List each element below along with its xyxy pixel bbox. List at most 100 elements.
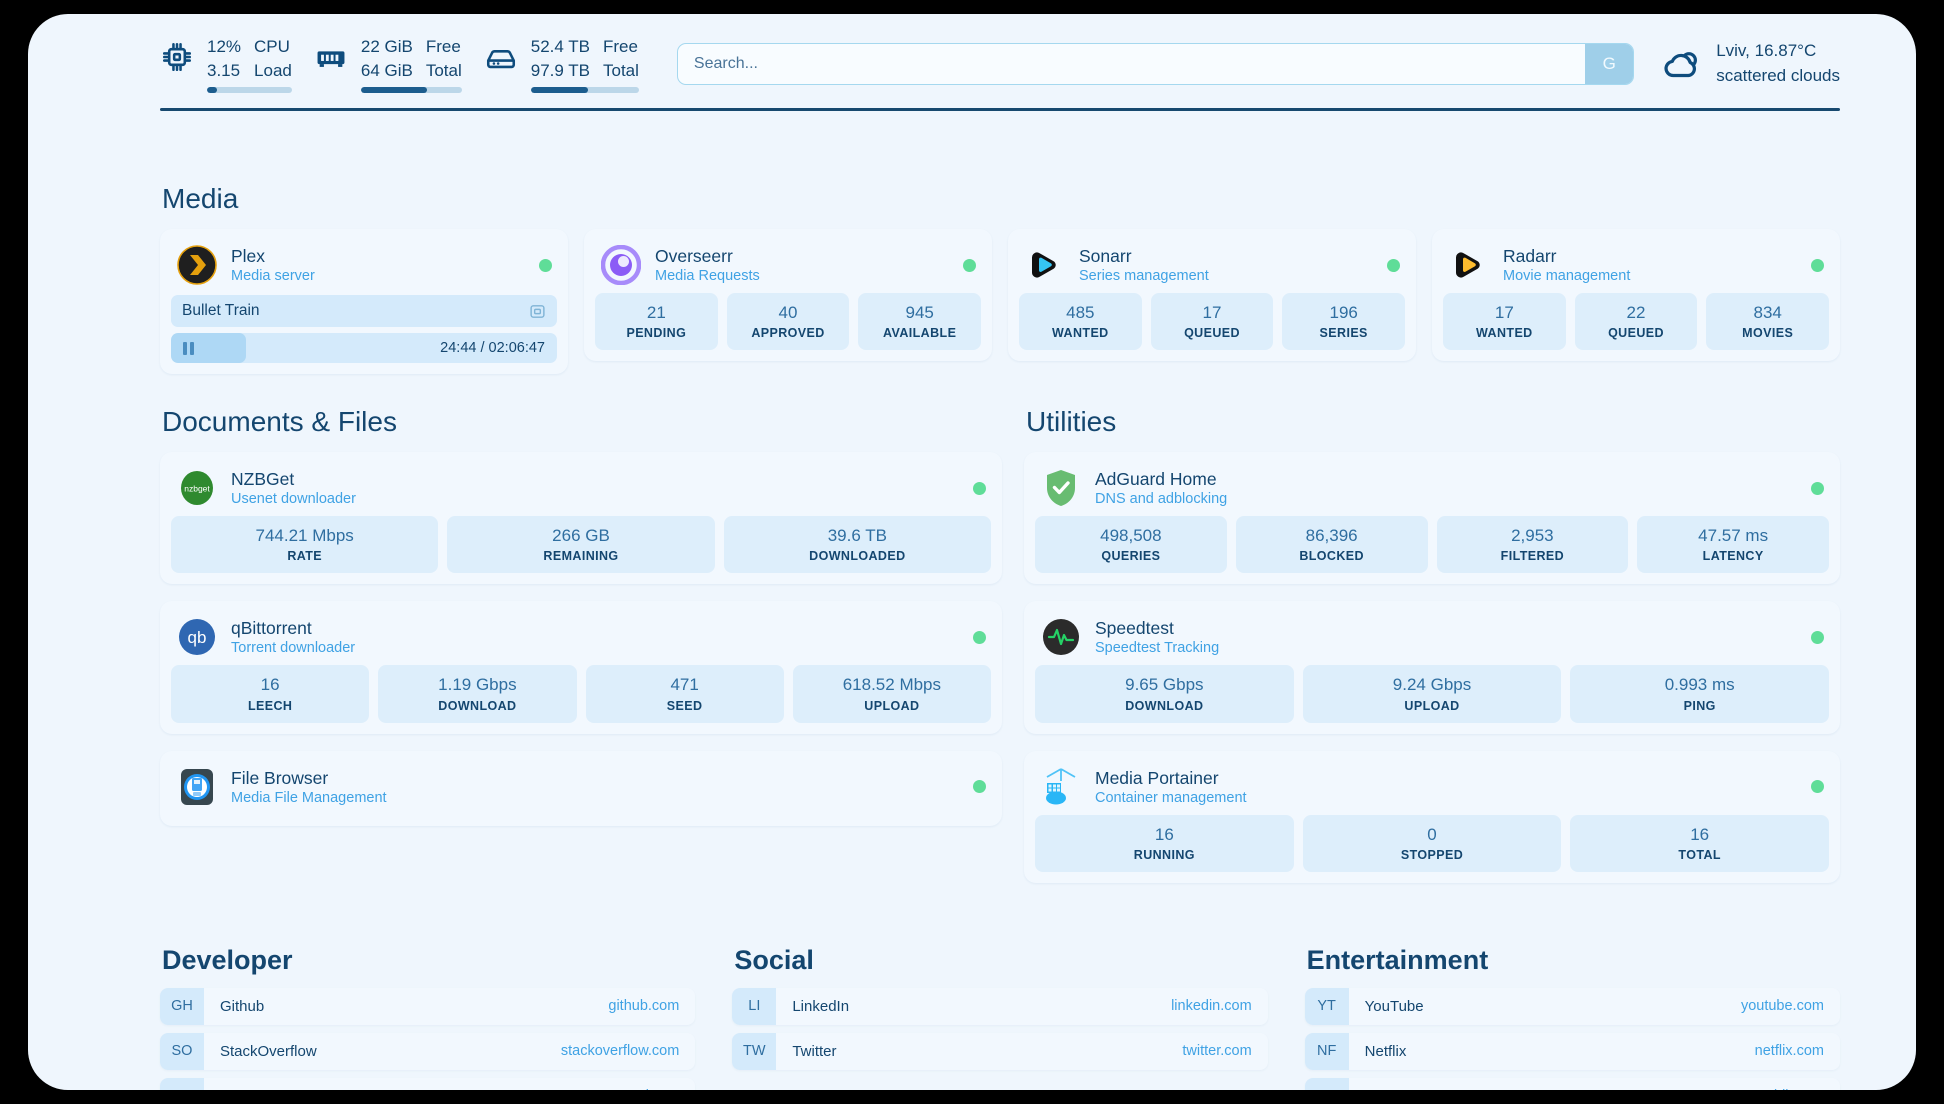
stat-box: 9.24 Gbps UPLOAD [1302,665,1562,723]
now-playing-bar[interactable]: Bullet Train [171,295,557,327]
stat-box: 39.6 TB DOWNLOADED [723,516,991,574]
stat-value: 21 [646,303,666,322]
bookmark-abbr: NF [1304,1032,1349,1070]
stat-label: LATENCY [1702,549,1764,564]
bookmark-item[interactable]: RE Reddit reddit.com [1304,1077,1840,1090]
service-name: Radarr [1503,246,1557,266]
service-description: Media File Management [231,789,387,806]
disk-label-1: Free [603,36,638,56]
stat-value: 618.52 Mbps [842,675,942,695]
bookmark-item[interactable]: NF Netflix netflix.com [1304,1032,1840,1070]
stat-label: UPLOAD [1404,698,1460,713]
search-input[interactable] [677,44,1586,84]
bookmark-name: Reddit [1349,1078,1757,1090]
stat-box: 744.21 Mbps RATE [171,516,439,574]
service-card-radarr[interactable]: Radarr Movie management 17 WANTED 22 QUE… [1432,229,1840,362]
service-card-speedtest[interactable]: Speedtest Speedtest Tracking 9.65 Gbps D… [1024,601,1840,734]
service-name: Overseerr [655,246,733,266]
service-card-file-browser[interactable]: File Browser Media File Management [160,750,1002,826]
bookmark-abbr: YT [1304,987,1349,1025]
stat-label: MOVIES [1742,326,1794,341]
service-description: Media Requests [655,268,760,284]
svg-text:qb: qb [188,628,207,647]
stat-value: 47.57 ms [1698,526,1769,545]
cast-icon[interactable] [529,303,546,320]
service-card-overseerr[interactable]: Overseerr Media Requests 21 PENDING 40 A… [584,229,992,362]
bookmark-url: netflix.com [1754,1043,1824,1060]
stat-label: SERIES [1319,326,1368,341]
stat-value: 945 [905,303,934,322]
bookmark-url: twitter.com [1182,1043,1252,1060]
bookmark-url: youtube.com [1740,998,1824,1015]
service-description: Usenet downloader [231,491,356,507]
stat-value: 9.65 Gbps [1125,675,1204,695]
status-badge-online [973,780,986,793]
bookmark-item[interactable]: YT YouTube youtube.com [1304,987,1840,1025]
stat-label: DOWNLOAD [1125,698,1204,713]
cpu-label-1: CPU [254,36,290,56]
pause-icon[interactable] [183,341,194,355]
bookmark-item[interactable]: GH Github github.com [160,987,696,1025]
stat-label: SEED [666,698,703,713]
stat-box: 16 RUNNING [1035,814,1294,872]
stat-box: 945 AVAILABLE [858,293,982,351]
bookmark-group-title: Social [734,944,814,975]
stat-label: FILTERED [1500,549,1565,564]
stat-value: 2,953 [1511,526,1554,545]
stat-box: 485 WANTED [1019,293,1142,351]
bookmark-abbr: DT [160,1077,204,1090]
stat-box: 1.19 Gbps DOWNLOAD [378,665,577,723]
stat-value: 40 [778,303,798,322]
service-card-plex[interactable]: Plex Media server Bullet Train [160,229,568,374]
service-card-media-portainer[interactable]: Media Portainer Container management 16 … [1024,750,1840,883]
search-container: G [676,43,1635,85]
bookmark-url: github.com [608,998,680,1015]
stat-box: 40 APPROVED [726,293,850,351]
bookmark-item[interactable]: LI LinkedIn linkedin.com [732,987,1268,1025]
bookmark-group-developer: Developer GH Github github.com SO StackO… [160,944,696,1090]
playback-progress[interactable]: 24:44 / 02:06:47 [171,333,557,363]
documents-section: Documents & Files nzbget [160,406,1002,883]
service-card-nzbget[interactable]: nzbget NZBGet Usenet downloader [160,452,1002,585]
radarr-logo [1449,245,1489,285]
service-card-sonarr[interactable]: Sonarr Series management 485 WANTED 17 Q… [1008,229,1416,362]
stat-label: STOPPED [1400,847,1464,862]
media-section: Media Plex Media server [160,183,1840,374]
dashboard-page: 12% 3.15 CPU Load [28,14,1916,1090]
stat-box: 86,396 BLOCKED [1235,516,1428,574]
weather-condition: scattered clouds [1716,66,1840,85]
service-card-adguard-home[interactable]: AdGuard Home DNS and adblocking 498,508 … [1024,452,1840,585]
bookmark-group-title: Developer [162,944,293,975]
now-playing-title: Bullet Train [182,302,260,319]
stat-label: AVAILABLE [883,326,957,341]
bookmark-item[interactable]: TW Twitter twitter.com [732,1032,1268,1070]
service-card-qbittorrent[interactable]: qb qBittorrent Torrent downloader [160,601,1002,734]
stat-box: 21 PENDING [595,293,718,351]
stat-value: 471 [670,675,699,695]
bookmark-name: Github [220,997,265,1015]
stat-value: 744.21 Mbps [255,526,354,545]
bookmark-url: stackoverflow.com [560,1043,680,1060]
system-stats: 12% 3.15 CPU Load [160,35,639,94]
bookmark-abbr: LI [732,987,777,1025]
service-description: Torrent downloader [231,640,356,657]
stat-label: WANTED [1052,326,1109,341]
stat-value: 17 [1494,303,1514,322]
weather-widget: Lviv, 16.87°C scattered clouds [1662,40,1840,87]
status-badge-online [1811,481,1824,495]
stat-box: 17 WANTED [1443,293,1566,351]
service-description: Container management [1095,789,1247,806]
stat-box: 16 TOTAL [1570,814,1830,872]
stat-label: RATE [287,549,323,564]
search-bar[interactable]: G [676,43,1635,85]
search-engine-button[interactable]: G [1585,44,1634,84]
bookmark-item[interactable]: SO StackOverflow stackoverflow.com [160,1032,696,1070]
stat-value: 485 [1066,303,1095,322]
bookmark-url: linkedin.com [1171,998,1252,1015]
svg-text:nzbget: nzbget [184,484,210,494]
bookmark-item[interactable]: DT DEV dev.to [160,1077,696,1090]
stat-box: 498,508 QUERIES [1035,516,1227,574]
stat-box: 266 GB REMAINING [447,516,715,574]
service-name: File Browser [231,767,329,788]
stat-value: 16 [1154,824,1174,844]
